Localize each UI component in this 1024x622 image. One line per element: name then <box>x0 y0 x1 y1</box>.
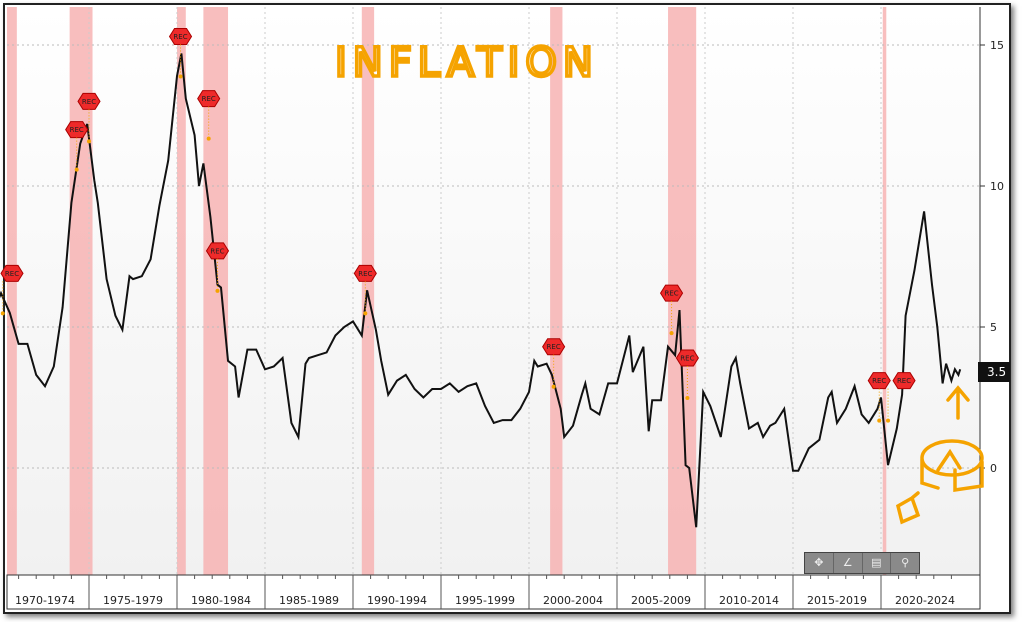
chart-toolbar: ✥ ∠ ▤ ⚲ <box>804 552 920 574</box>
recession-marker-label: REC <box>82 98 96 106</box>
recession-marker-label: REC <box>202 95 216 103</box>
recession-marker[interactable]: REC <box>65 121 89 172</box>
y-tick-label: 10 <box>990 180 1004 193</box>
x-tick-label: 1990-1994 <box>367 594 427 607</box>
recession-marker-label: REC <box>358 270 372 278</box>
annotation-doodle <box>895 439 984 525</box>
x-tick-label: 1995-1999 <box>455 594 515 607</box>
recession-marker[interactable]: REC <box>197 90 221 141</box>
recession-band <box>69 7 93 575</box>
x-tick-label: 2010-2014 <box>719 594 779 607</box>
y-tick-label: 0 <box>990 462 997 475</box>
recession-marker-label: REC <box>680 355 694 363</box>
recession-band <box>177 7 186 575</box>
recession-marker-label: REC <box>173 33 187 41</box>
recession-band <box>550 7 563 575</box>
recession-marker-label: REC <box>872 377 886 385</box>
plot-area <box>7 7 980 575</box>
recession-marker[interactable]: REC <box>886 372 916 423</box>
recession-marker-label: REC <box>210 247 224 255</box>
legend-icon[interactable]: ▤ <box>863 553 892 573</box>
last-value-label: 3.5 <box>987 365 1006 379</box>
x-tick-label: 1975-1979 <box>103 594 163 607</box>
handwritten-title: INFLATION <box>335 40 599 86</box>
y-tick-label: 15 <box>990 39 1004 52</box>
x-tick-label: 1980-1984 <box>191 594 251 607</box>
recession-band <box>7 7 17 575</box>
y-tick-label: 5 <box>990 321 997 334</box>
recession-marker[interactable]: REC <box>77 92 101 144</box>
recession-marker[interactable]: REC <box>353 264 377 316</box>
draw-icon[interactable]: ∠ <box>834 553 863 573</box>
recession-band <box>882 7 887 575</box>
recession-marker[interactable]: REC <box>659 284 684 336</box>
recession-marker[interactable]: REC <box>0 264 24 316</box>
recession-marker[interactable]: REC <box>675 349 699 401</box>
recession-marker[interactable]: REC <box>205 242 230 293</box>
x-tick-label: 2000-2004 <box>543 594 603 607</box>
crosshair-icon[interactable]: ✥ <box>805 553 834 573</box>
x-tick-label: 1970-1974 <box>15 594 75 607</box>
x-tick-label: 2020-2024 <box>895 594 955 607</box>
recession-marker-label: REC <box>547 343 561 351</box>
recession-marker[interactable]: REC <box>867 372 891 423</box>
last-value-badge <box>978 362 1010 382</box>
x-tick-label: 1985-1989 <box>279 594 339 607</box>
recession-marker-label: REC <box>664 290 678 298</box>
recession-marker-label: REC <box>5 270 19 278</box>
recession-marker[interactable]: REC <box>542 338 566 389</box>
x-tick-label: 2005-2009 <box>631 594 691 607</box>
annotation-arrow <box>946 385 970 420</box>
x-tick-label: 2015-2019 <box>807 594 867 607</box>
recession-marker-label: REC <box>897 377 911 385</box>
inflation-line <box>0 53 962 528</box>
zoom-icon[interactable]: ⚲ <box>901 556 910 569</box>
recession-marker-label: REC <box>70 126 84 134</box>
recession-marker[interactable]: REC <box>168 28 193 79</box>
